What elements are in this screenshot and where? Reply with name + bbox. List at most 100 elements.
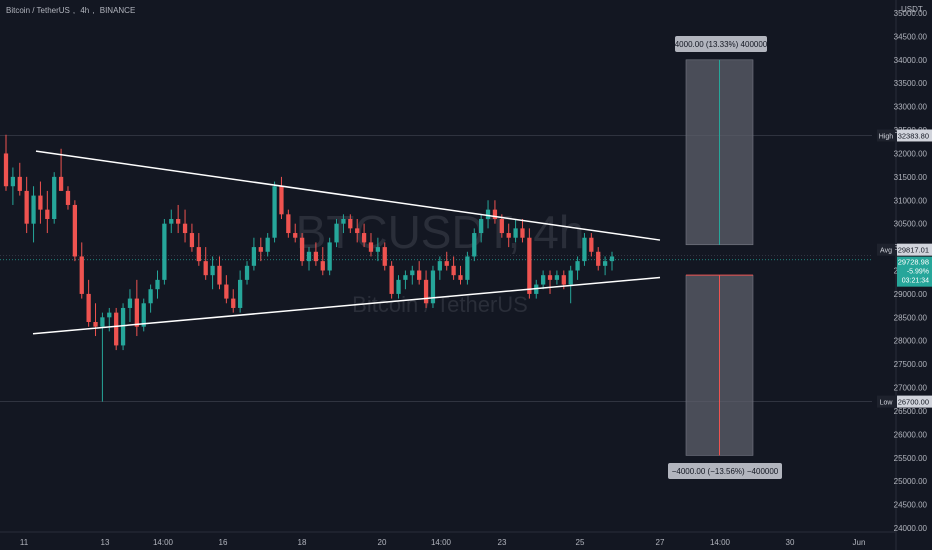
- candle-body: [3, 153, 9, 187]
- candle-body: [348, 219, 353, 229]
- x-tick-label: 23: [498, 538, 507, 547]
- x-tick-label: 14:00: [431, 538, 452, 547]
- y-tick-label: 27500.00: [894, 360, 928, 369]
- candle-body: [541, 275, 546, 285]
- candle-body: [499, 219, 504, 234]
- candle-body: [72, 204, 77, 257]
- candle-body: [389, 265, 394, 294]
- measure-up-label-bg: [675, 36, 767, 52]
- measure-down-label: −4000.00 (−13.56%) −400000: [672, 467, 779, 476]
- candle-body: [162, 223, 167, 280]
- avg-value: 29817.01: [898, 246, 929, 255]
- candle-body: [465, 256, 470, 280]
- candle-body: [182, 223, 188, 234]
- candle-body: [86, 293, 91, 322]
- y-tick-label: 29000.00: [894, 290, 928, 299]
- candle-body: [492, 209, 498, 219]
- candle-body: [430, 270, 436, 304]
- candle-body: [107, 312, 112, 318]
- last-price-countdown: 03:21:34: [902, 278, 929, 285]
- candle-body: [10, 176, 16, 187]
- candle-body: [382, 247, 387, 266]
- low-tag: Low: [880, 400, 894, 407]
- y-tick-label: 35000.00: [894, 9, 928, 18]
- candle-body: [155, 279, 160, 290]
- candle-body: [451, 265, 456, 276]
- candle-body: [127, 298, 133, 308]
- candle-body: [458, 275, 463, 280]
- candle-body: [265, 237, 270, 252]
- symbol-title: Bitcoin / TetherUS, 4h, BINANCE: [6, 6, 136, 15]
- high-tag: High: [879, 133, 894, 140]
- candle-body: [45, 209, 50, 219]
- avg-tag: Avg: [880, 248, 892, 255]
- x-tick-label: Jun: [853, 538, 866, 547]
- candle-body: [286, 214, 291, 234]
- measure-up-label: 4000.00 (13.33%) 400000: [675, 40, 768, 49]
- candle-body: [244, 265, 250, 280]
- low-tag-bg: [877, 395, 895, 408]
- y-tick-label: 24000.00: [894, 524, 928, 533]
- candle-body: [24, 190, 29, 224]
- candle-body: [609, 256, 615, 262]
- candle-body: [410, 270, 415, 276]
- x-tick-label: 11: [20, 538, 29, 547]
- candle-body: [272, 186, 277, 238]
- candle-body: [313, 251, 319, 262]
- candle-body: [361, 233, 367, 243]
- candle-body: [38, 195, 43, 210]
- y-tick-label: 33500.00: [894, 79, 928, 88]
- candle-body: [485, 209, 491, 219]
- x-tick-label: 30: [786, 538, 795, 547]
- y-tick-label: 32000.00: [894, 149, 928, 158]
- y-tick-label: 28500.00: [894, 313, 928, 322]
- candle-body: [148, 289, 153, 304]
- candle-body: [299, 237, 305, 262]
- avg-value-bg: [897, 243, 932, 256]
- candle-body: [513, 228, 518, 238]
- candle-body: [479, 219, 484, 234]
- candle-body: [203, 261, 208, 276]
- y-tick-label: 30500.00: [894, 220, 928, 229]
- avg-tag-bg: [877, 243, 895, 256]
- candle-body: [134, 298, 139, 327]
- candle-body: [258, 247, 263, 252]
- high-value-bg: [897, 129, 932, 142]
- watermark-name: Bitcoin / TetherUS: [352, 292, 528, 317]
- candle-body: [210, 265, 215, 276]
- candle-body: [423, 279, 429, 304]
- x-tick-label: 18: [298, 538, 307, 547]
- y-tick-label: 34500.00: [894, 32, 928, 41]
- candle-body: [93, 322, 98, 327]
- candle-body: [169, 219, 174, 224]
- last-price-bg: [897, 256, 932, 287]
- symbol-name: Bitcoin / TetherUS: [6, 6, 70, 15]
- candle-body: [100, 317, 105, 327]
- y-tick-label: 25500.00: [894, 454, 928, 463]
- candle-body: [141, 303, 146, 327]
- high-value: 32383.80: [898, 131, 929, 140]
- candle-body: [334, 223, 339, 243]
- candle-body: [506, 233, 511, 238]
- last-price-value: 29728.98: [898, 258, 929, 267]
- y-tick-label: 28000.00: [894, 337, 928, 346]
- measure-down-label-bg: [668, 463, 782, 479]
- x-tick-label: 27: [656, 538, 665, 547]
- candle-body: [251, 247, 257, 266]
- x-tick-label: 25: [576, 538, 585, 547]
- x-tick-label: 14:00: [153, 538, 174, 547]
- candle-body: [176, 219, 181, 224]
- x-tick-label: 20: [378, 538, 387, 547]
- candle-body: [582, 237, 587, 262]
- candle-body: [217, 265, 222, 285]
- y-tick-label: 34000.00: [894, 56, 928, 65]
- candle-body: [527, 237, 532, 294]
- symbol-interval: 4h: [80, 6, 90, 15]
- candle-body: [79, 256, 84, 294]
- y-tick-label: 24500.00: [894, 501, 928, 510]
- candle-body: [589, 237, 594, 252]
- y-tick-label: 26000.00: [894, 430, 928, 439]
- candle-body: [568, 270, 573, 285]
- candle-body: [561, 275, 566, 285]
